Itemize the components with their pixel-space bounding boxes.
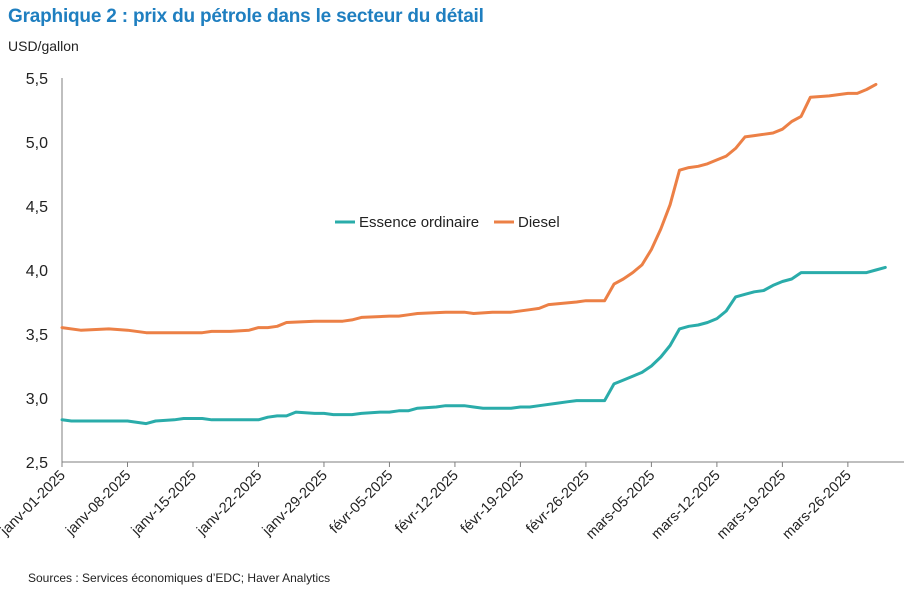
- x-tick-label: janv-29-2025: [259, 468, 331, 540]
- y-axis-ticks: 2,5 3,0 3,5 4,0 4,5 5,0 5,5: [26, 71, 48, 472]
- legend-label-essence-ordinaire: Essence ordinaire: [359, 214, 479, 231]
- x-tick-label: mars-05-2025: [583, 468, 658, 543]
- x-tick-label: janv-15-2025: [128, 468, 200, 540]
- y-tick-label: 2,5: [26, 455, 48, 472]
- series-line-diesel: [60, 82, 878, 335]
- x-tick-label: févr-05-2025: [327, 468, 396, 537]
- y-tick-label: 4,5: [26, 199, 48, 216]
- y-tick-label: 4,0: [26, 263, 48, 280]
- x-tick-label: mars-19-2025: [714, 468, 789, 543]
- x-axis-ticks: janv-01-2025janv-08-2025janv-15-2025janv…: [0, 462, 855, 543]
- y-tick-label: 3,0: [26, 391, 48, 408]
- y-tick-label: 5,5: [26, 71, 48, 88]
- y-tick-label: 5,0: [26, 135, 48, 152]
- x-tick-label: mars-26-2025: [780, 468, 855, 543]
- legend: Essence ordinaire Diesel: [335, 214, 560, 231]
- x-tick-label: févr-26-2025: [523, 468, 592, 537]
- x-tick-label: mars-12-2025: [649, 468, 724, 543]
- x-tick-label: févr-19-2025: [458, 468, 527, 537]
- chart-title: Graphique 2 : prix du pétrole dans le se…: [8, 6, 484, 27]
- source-note: Sources : Services économiques d’EDC; Ha…: [28, 571, 331, 585]
- series-line-essence-ordinaire: [60, 265, 887, 426]
- y-axis-unit-label: USD/gallon: [8, 38, 79, 54]
- x-tick-label: janv-22-2025: [193, 468, 265, 540]
- x-tick-label: janv-01-2025: [0, 468, 69, 540]
- series-lines: [60, 82, 887, 426]
- y-tick-label: 3,5: [26, 327, 48, 344]
- legend-label-diesel: Diesel: [518, 214, 560, 231]
- x-tick-label: janv-08-2025: [62, 468, 134, 540]
- x-tick-label: févr-12-2025: [392, 468, 461, 537]
